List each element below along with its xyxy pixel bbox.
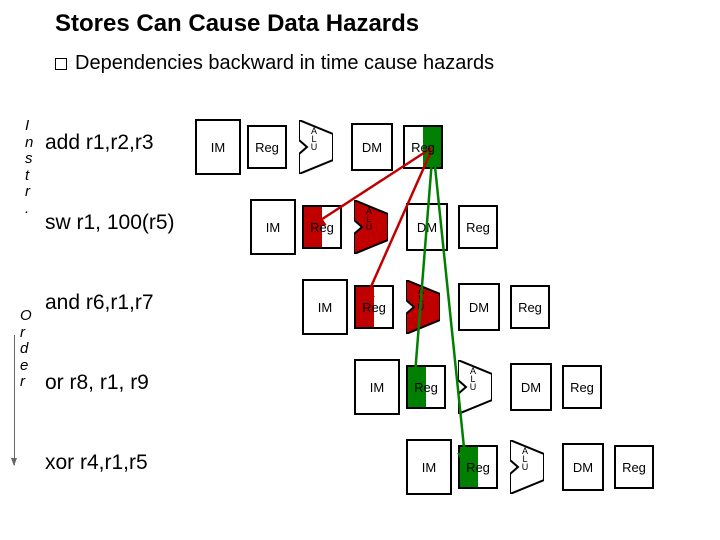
reg-write-stage: Reg bbox=[614, 445, 654, 489]
instruction-label: add r1,r2,r3 bbox=[45, 131, 154, 155]
reg-write-stage: Reg bbox=[510, 285, 550, 329]
hazard-arrow bbox=[414, 147, 433, 387]
bullet-icon bbox=[55, 58, 67, 70]
instruction-label: sw r1, 100(r5) bbox=[45, 211, 175, 235]
dm-stage: DM bbox=[406, 203, 448, 251]
alu-stage: ALU bbox=[299, 120, 333, 174]
reg-write-stage: Reg bbox=[403, 125, 443, 169]
reg-write-stage: Reg bbox=[562, 365, 602, 409]
vertical-label-instr: Instr. bbox=[25, 118, 33, 217]
reg-read-stage: Reg bbox=[458, 445, 498, 489]
page-title: Stores Can Cause Data Hazards bbox=[55, 10, 419, 38]
reg-write-stage: Reg bbox=[458, 205, 498, 249]
reg-read-stage: Reg bbox=[406, 365, 446, 409]
alu-stage: ALU bbox=[510, 440, 544, 494]
order-arrow-icon bbox=[14, 335, 15, 465]
im-stage: IM bbox=[250, 199, 296, 255]
reg-read-stage: Reg bbox=[247, 125, 287, 169]
im-stage: IM bbox=[195, 119, 241, 175]
reg-read-stage: Reg bbox=[302, 205, 342, 249]
im-stage: IM bbox=[406, 439, 452, 495]
subtitle: Dependencies backward in time cause haza… bbox=[75, 52, 494, 75]
im-stage: IM bbox=[302, 279, 348, 335]
dm-stage: DM bbox=[351, 123, 393, 171]
alu-stage: ALU bbox=[406, 280, 440, 334]
im-stage: IM bbox=[354, 359, 400, 415]
subtitle-row: Dependencies backward in time cause haza… bbox=[55, 52, 494, 75]
dm-stage: DM bbox=[510, 363, 552, 411]
instruction-label: xor r4,r1,r5 bbox=[45, 451, 148, 475]
instruction-label: or r8, r1, r9 bbox=[45, 371, 149, 395]
alu-stage: ALU bbox=[354, 200, 388, 254]
instruction-label: and r6,r1,r7 bbox=[45, 291, 154, 315]
alu-stage: ALU bbox=[458, 360, 492, 414]
dm-stage: DM bbox=[458, 283, 500, 331]
reg-read-stage: Reg bbox=[354, 285, 394, 329]
dm-stage: DM bbox=[562, 443, 604, 491]
vertical-label-order: Order bbox=[20, 308, 32, 391]
